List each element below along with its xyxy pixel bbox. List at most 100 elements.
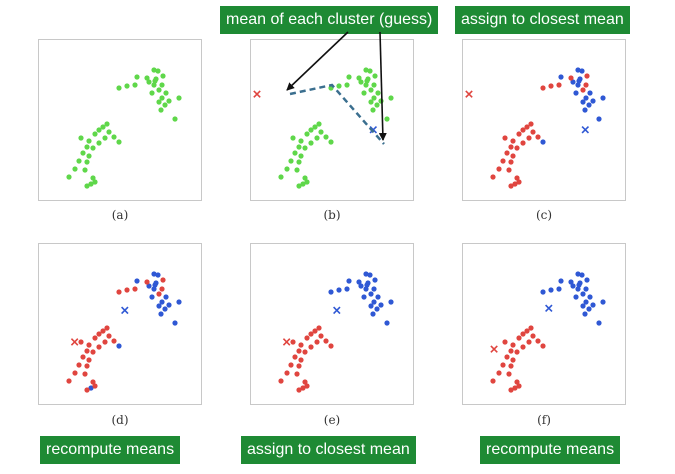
scatter-panel-b — [250, 39, 414, 201]
data-point — [556, 286, 562, 292]
data-point — [314, 339, 320, 345]
data-point — [540, 289, 546, 295]
data-point — [600, 299, 606, 305]
data-point — [84, 348, 90, 354]
data-point — [82, 167, 88, 173]
data-point — [296, 387, 302, 393]
data-point — [504, 150, 510, 156]
data-point — [304, 335, 310, 341]
data-point — [508, 159, 514, 165]
data-point — [514, 175, 520, 181]
data-point — [144, 279, 150, 285]
data-point — [96, 344, 102, 350]
data-point — [288, 362, 294, 368]
data-point — [296, 159, 302, 165]
data-point — [96, 140, 102, 146]
data-point — [152, 78, 158, 84]
data-point — [316, 325, 322, 331]
data-point — [278, 378, 284, 384]
data-point — [304, 383, 310, 389]
data-point — [582, 311, 588, 317]
data-point — [100, 328, 106, 334]
red-mean-marker — [465, 90, 473, 98]
data-point — [346, 74, 352, 80]
data-point — [304, 179, 310, 185]
scatter-plot-c — [465, 67, 606, 189]
data-point — [102, 135, 108, 141]
data-point — [580, 99, 586, 105]
data-point — [151, 286, 157, 292]
data-point — [372, 277, 378, 283]
data-point — [496, 370, 502, 376]
data-point — [573, 294, 579, 300]
data-point — [100, 124, 106, 130]
data-point — [368, 87, 374, 93]
data-point — [584, 277, 590, 283]
data-point — [520, 344, 526, 350]
data-point — [84, 387, 90, 393]
data-point — [104, 325, 110, 331]
data-point — [278, 174, 284, 180]
data-point — [575, 82, 581, 88]
data-point — [371, 286, 377, 292]
data-point — [361, 294, 367, 300]
scatter-panel-d — [38, 243, 202, 405]
data-point — [596, 116, 602, 122]
data-point — [374, 306, 380, 312]
data-point — [526, 339, 532, 345]
data-point — [336, 287, 342, 293]
data-point — [575, 271, 581, 277]
caption-c: (c) — [535, 208, 553, 222]
data-point — [82, 371, 88, 377]
data-point — [508, 387, 514, 393]
data-point — [502, 339, 508, 345]
data-point — [166, 302, 172, 308]
data-point — [288, 158, 294, 164]
data-point — [535, 338, 541, 344]
data-point — [134, 74, 140, 80]
data-point — [151, 82, 157, 88]
data-point — [579, 68, 585, 74]
data-point — [388, 299, 394, 305]
data-point — [504, 354, 510, 360]
data-point — [116, 289, 122, 295]
data-point — [368, 99, 374, 105]
caption-b: (b) — [323, 208, 341, 222]
data-point — [363, 286, 369, 292]
data-point — [92, 131, 98, 137]
data-point — [156, 99, 162, 105]
blue-mean-marker — [333, 306, 341, 315]
data-point — [384, 116, 390, 122]
data-point — [146, 283, 152, 289]
data-point — [540, 85, 546, 91]
data-point — [520, 331, 526, 337]
data-point — [508, 363, 514, 369]
data-point — [510, 342, 516, 348]
data-point — [506, 371, 512, 377]
data-point — [512, 181, 518, 187]
data-point — [151, 67, 157, 73]
scatter-plot-b — [253, 67, 394, 189]
data-point — [328, 343, 334, 349]
data-point — [296, 144, 302, 150]
data-point — [580, 303, 586, 309]
data-point — [90, 349, 96, 355]
scatter-plot-f — [490, 271, 606, 393]
data-point — [587, 294, 593, 300]
data-point — [163, 294, 169, 300]
data-point — [514, 349, 520, 355]
data-point — [292, 150, 298, 156]
data-point — [296, 348, 302, 354]
data-point — [323, 134, 329, 140]
data-point — [372, 73, 378, 79]
data-point — [308, 344, 314, 350]
data-point — [583, 286, 589, 292]
data-point — [88, 181, 94, 187]
data-point — [520, 127, 526, 133]
data-point — [568, 279, 574, 285]
data-point — [116, 343, 122, 349]
data-point — [558, 278, 564, 284]
data-point — [304, 131, 310, 137]
data-point — [300, 385, 306, 391]
caption-e: (e) — [323, 413, 341, 427]
